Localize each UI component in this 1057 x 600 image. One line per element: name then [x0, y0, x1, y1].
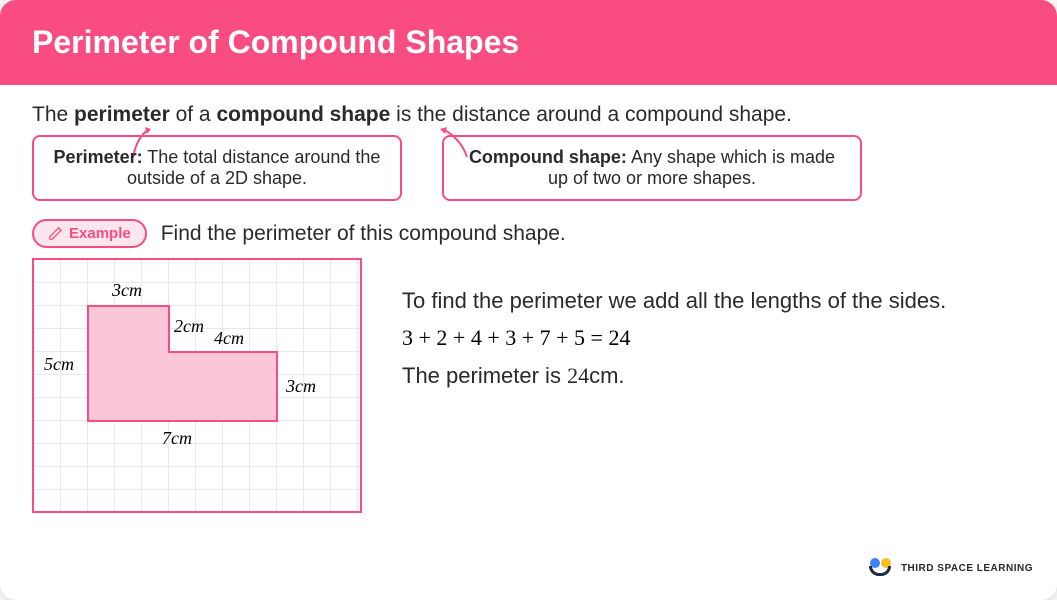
pencil-icon — [48, 226, 63, 241]
definition-compound: Compound shape: Any shape which is made … — [442, 135, 862, 201]
solution-block: To find the perimeter we add all the len… — [402, 258, 946, 394]
intro-suffix: is the distance around a compound shape. — [390, 103, 792, 126]
solution-equation: 3 + 2 + 4 + 3 + 7 + 5 = 24 — [402, 319, 946, 356]
def-perimeter-text: The total distance around the outside of… — [127, 147, 381, 188]
label-bottom: 7cm — [162, 428, 192, 449]
example-tag-label: Example — [69, 225, 131, 242]
label-step-h: 4cm — [214, 328, 244, 349]
label-top: 3cm — [112, 280, 142, 301]
label-left: 5cm — [44, 354, 74, 375]
diagram-area: 3cm 2cm 4cm 5cm 3cm 7cm To find the peri… — [32, 258, 1025, 513]
definition-perimeter: Perimeter: The total distance around the… — [32, 135, 402, 201]
example-tag: Example — [32, 219, 147, 248]
label-right: 3cm — [286, 376, 316, 397]
label-step-v: 2cm — [174, 316, 204, 337]
result-value: 24 — [567, 363, 589, 388]
brand-icon — [867, 558, 893, 578]
solution-line1: To find the perimeter we add all the len… — [402, 282, 946, 319]
result-prefix: The perimeter is — [402, 363, 567, 388]
card-header: Perimeter of Compound Shapes — [0, 0, 1057, 85]
card-content: The perimeter of a compound shape is the… — [0, 85, 1057, 525]
example-row: Example Find the perimeter of this compo… — [32, 219, 1025, 248]
diagram-grid: 3cm 2cm 4cm 5cm 3cm 7cm — [32, 258, 362, 513]
lesson-card: Perimeter of Compound Shapes The perimet… — [0, 0, 1057, 600]
intro-term-compound: compound shape — [216, 103, 390, 126]
brand-logo: THIRD SPACE LEARNING — [867, 558, 1033, 578]
result-unit: cm. — [589, 363, 624, 388]
example-prompt: Find the perimeter of this compound shap… — [161, 222, 566, 246]
brand-name: THIRD SPACE LEARNING — [901, 563, 1033, 574]
def-compound-label: Compound shape: — [469, 147, 627, 167]
intro-term-perimeter: perimeter — [74, 103, 170, 126]
intro-sentence: The perimeter of a compound shape is the… — [32, 103, 1025, 127]
solution-result: The perimeter is 24cm. — [402, 357, 946, 394]
page-title: Perimeter of Compound Shapes — [32, 24, 519, 60]
intro-mid: of a — [170, 103, 217, 126]
definition-row: Perimeter: The total distance around the… — [32, 135, 1025, 201]
def-perimeter-label: Perimeter: — [54, 147, 143, 167]
intro-prefix: The — [32, 103, 74, 126]
